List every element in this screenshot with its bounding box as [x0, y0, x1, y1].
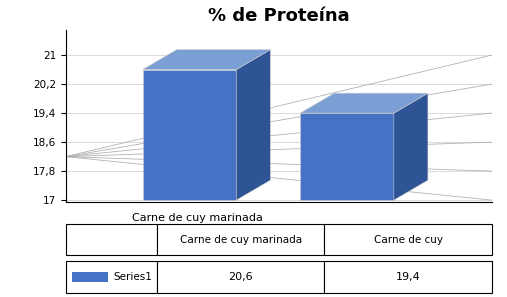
Title: % de Proteína: % de Proteína — [208, 7, 350, 25]
Polygon shape — [300, 93, 428, 113]
Polygon shape — [300, 113, 394, 200]
Text: 20,6: 20,6 — [229, 272, 253, 282]
Bar — [324, 224, 492, 255]
Bar — [72, 272, 108, 282]
Polygon shape — [236, 50, 270, 200]
Polygon shape — [142, 69, 236, 200]
Bar — [157, 224, 324, 255]
Bar — [66, 261, 157, 293]
Text: Carne de cuy marinada: Carne de cuy marinada — [180, 235, 302, 245]
Bar — [324, 261, 492, 293]
Text: Carne de cuy: Carne de cuy — [344, 224, 418, 234]
Bar — [157, 261, 324, 293]
Bar — [66, 224, 157, 255]
Text: Series1: Series1 — [114, 272, 152, 282]
Text: Carne de cuy marinada: Carne de cuy marinada — [132, 213, 263, 223]
Polygon shape — [142, 50, 270, 69]
Text: Carne de cuy: Carne de cuy — [374, 235, 443, 245]
Text: 19,4: 19,4 — [396, 272, 420, 282]
Polygon shape — [394, 93, 428, 200]
